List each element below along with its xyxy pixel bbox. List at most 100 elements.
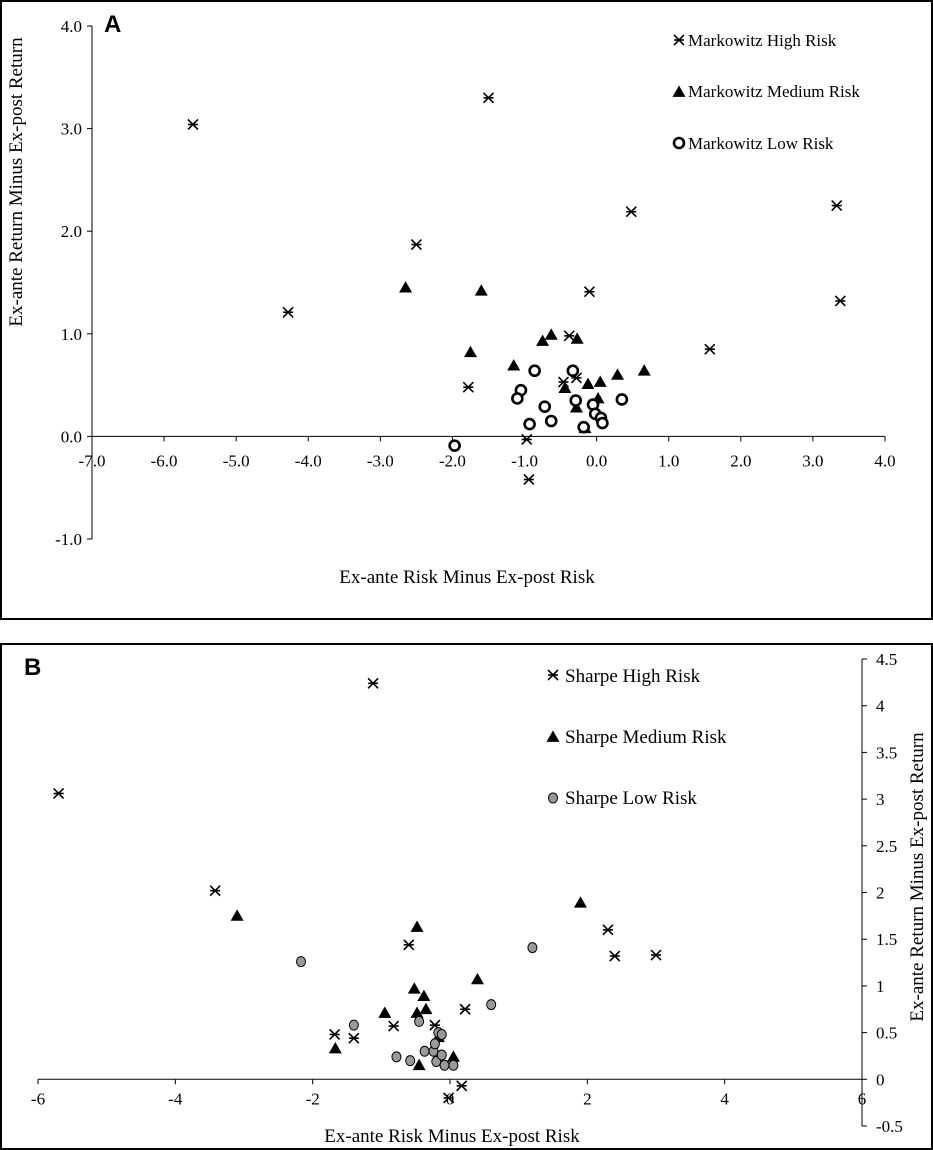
x-tick-label: 0.0 bbox=[586, 451, 607, 470]
point-circle-open bbox=[523, 417, 536, 431]
point-triangle bbox=[328, 1041, 342, 1054]
point-triangle bbox=[558, 381, 572, 394]
x-tick-label: -6.0 bbox=[151, 451, 178, 470]
y-tick-label: 0 bbox=[876, 1070, 885, 1089]
legend-item-markowitz-high: Markowitz High Risk bbox=[673, 31, 837, 50]
point-circle-open bbox=[538, 400, 552, 413]
x-tick-label: 2 bbox=[583, 1089, 592, 1108]
point-triangle bbox=[419, 1002, 433, 1015]
point-triangle bbox=[570, 332, 584, 344]
legend-marker-star bbox=[547, 669, 559, 681]
point-triangle bbox=[412, 1058, 426, 1071]
point-star bbox=[53, 787, 65, 800]
legend-marker-star bbox=[673, 34, 685, 46]
point-triangle bbox=[637, 364, 651, 376]
point-circle-gray bbox=[527, 942, 538, 954]
legend-symbol bbox=[673, 34, 685, 46]
point-triangle bbox=[474, 284, 488, 296]
point-triangle bbox=[410, 920, 424, 932]
point-star bbox=[187, 118, 199, 131]
point-triangle bbox=[378, 1006, 392, 1018]
legend-symbol bbox=[672, 136, 686, 150]
point-triangle bbox=[417, 989, 431, 1002]
x-tick-label: 1.0 bbox=[658, 451, 679, 470]
x-tick-label: 4.0 bbox=[874, 451, 895, 470]
point-triangle bbox=[446, 1050, 460, 1062]
point-triangle bbox=[230, 909, 244, 921]
chart-b: B Ex-ante Return Minus Ex-post Return Ex… bbox=[24, 650, 928, 1147]
point-circle-open bbox=[511, 392, 524, 405]
chart-a: A Ex-ante Return Minus Ex-post Return Ex… bbox=[6, 11, 896, 588]
panel-label-b: B bbox=[24, 654, 41, 681]
legend-marker-circle bbox=[672, 136, 686, 150]
y-tick-label: 2.0 bbox=[61, 222, 82, 241]
x-tick-label: 6 bbox=[858, 1089, 867, 1108]
point-star bbox=[583, 286, 595, 298]
point-triangle bbox=[544, 328, 558, 340]
point-triangle bbox=[470, 972, 484, 985]
point-triangle bbox=[407, 982, 421, 994]
point-circle-open bbox=[448, 439, 461, 452]
point-circle-gray bbox=[439, 1059, 450, 1071]
point-circle-gray bbox=[405, 1055, 416, 1067]
point-star bbox=[462, 381, 474, 393]
x-tick-label: -2.0 bbox=[439, 451, 466, 470]
y-tick-label: 3.0 bbox=[61, 120, 82, 139]
tick-labels-a: 4.0 3.0 2.0 1.0 0.0 -1.0 -7.0 -6.0 -5.0 -4.0 -3.0 -… bbox=[55, 17, 896, 549]
point-star bbox=[367, 677, 379, 689]
x-tick-label: -4 bbox=[168, 1089, 183, 1108]
x-tick-label: -6 bbox=[31, 1089, 45, 1108]
point-circle-open bbox=[544, 414, 558, 428]
legend-label: Sharpe High Risk bbox=[565, 666, 701, 687]
point-circle-open bbox=[596, 416, 609, 430]
point-star bbox=[650, 949, 662, 961]
point-circle-gray bbox=[436, 1028, 447, 1040]
legend-item-markowitz-low: Markowitz Low Risk bbox=[672, 134, 834, 153]
point-triangle bbox=[611, 368, 625, 380]
point-star bbox=[602, 924, 614, 936]
x-tick-label: -4.0 bbox=[295, 451, 322, 470]
legend-symbol bbox=[546, 730, 560, 742]
y-tick-label: 4.0 bbox=[61, 17, 82, 36]
x-tick-label: 4 bbox=[720, 1089, 729, 1108]
legend-label: Markowitz Medium Risk bbox=[688, 82, 860, 101]
legend-symbol bbox=[547, 669, 559, 681]
legend-item-sharpe-medium: Sharpe Medium Risk bbox=[546, 727, 727, 748]
point-triangle bbox=[593, 375, 607, 387]
y-tick-label: 1.0 bbox=[61, 325, 82, 344]
data-points-a bbox=[187, 92, 846, 486]
y-tick-label: 1 bbox=[876, 977, 885, 996]
point-circle-gray bbox=[419, 1045, 430, 1057]
legend-marker-triangle bbox=[546, 730, 560, 742]
data-points-b bbox=[53, 677, 662, 1104]
point-star bbox=[563, 330, 575, 342]
x-tick-label: -5.0 bbox=[223, 451, 250, 470]
point-circle-gray bbox=[391, 1051, 402, 1063]
y-tick-label: -0.5 bbox=[876, 1117, 903, 1136]
axes-a bbox=[87, 25, 886, 540]
point-circle-gray bbox=[295, 956, 306, 968]
point-triangle bbox=[536, 334, 550, 346]
panel-b: B Ex-ante Return Minus Ex-post Return Ex… bbox=[0, 643, 933, 1150]
x-tick-label: 2.0 bbox=[730, 451, 751, 470]
point-star bbox=[403, 939, 415, 951]
point-triangle bbox=[573, 896, 587, 908]
y-tick-label: 4.5 bbox=[876, 650, 897, 669]
point-star bbox=[834, 295, 846, 307]
point-star bbox=[456, 1080, 468, 1092]
point-triangle bbox=[410, 1006, 424, 1018]
point-star bbox=[523, 473, 535, 486]
legend-marker-triangle bbox=[672, 85, 686, 97]
y-tick-label: 1.5 bbox=[876, 930, 897, 949]
point-circle-gray bbox=[448, 1059, 459, 1071]
point-triangle bbox=[463, 345, 477, 358]
point-star bbox=[282, 306, 294, 318]
point-star bbox=[625, 206, 637, 218]
point-star bbox=[443, 1092, 455, 1104]
x-tick-label: 3.0 bbox=[802, 451, 823, 470]
point-circle-gray bbox=[348, 1019, 359, 1031]
legend-item-markowitz-medium: Markowitz Medium Risk bbox=[672, 82, 860, 101]
point-circle-open bbox=[615, 393, 629, 406]
axes-b bbox=[37, 658, 867, 1127]
point-star bbox=[704, 343, 716, 355]
